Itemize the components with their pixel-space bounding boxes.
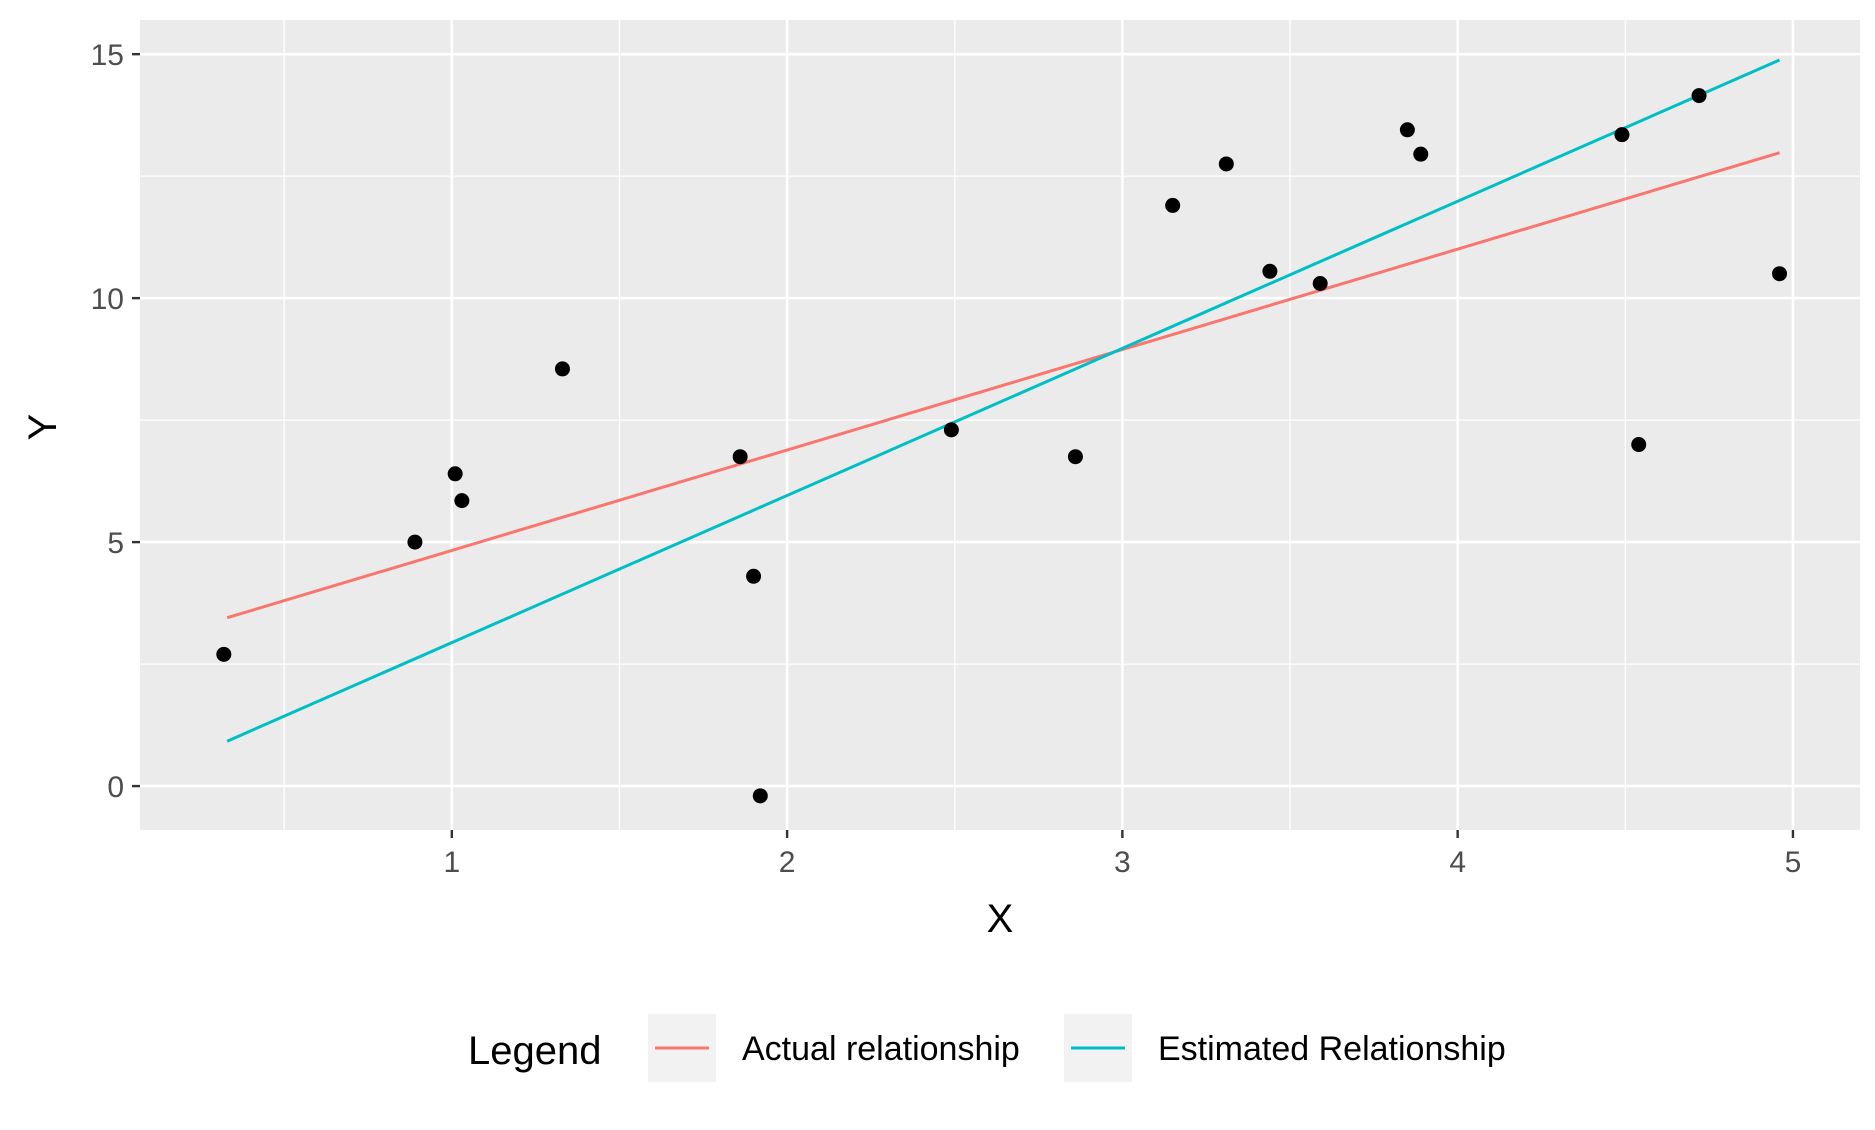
- y-tick-label: 15: [91, 39, 124, 72]
- series-line-actual: [226, 151, 1780, 620]
- data-point: [554, 361, 570, 377]
- y-tick-label: 0: [107, 771, 124, 804]
- data-point: [1067, 449, 1083, 465]
- legend-title: Legend: [468, 1029, 601, 1073]
- data-point: [1262, 263, 1278, 279]
- data-point: [447, 466, 463, 482]
- data-point: [1218, 156, 1234, 172]
- legend-label-actual: Actual relationship: [742, 1030, 1020, 1068]
- data-point: [407, 534, 423, 550]
- major-gridlines: [140, 20, 1860, 830]
- data-point: [1413, 146, 1429, 162]
- x-axis-ticks: 1 2 3 4 5: [443, 830, 1801, 879]
- x-tick-label: 3: [1114, 846, 1131, 879]
- x-axis-title: X: [987, 897, 1014, 941]
- data-point: [216, 646, 232, 662]
- legend: Legend Actual relationship Estimated Rel…: [468, 1014, 1506, 1082]
- data-point: [732, 449, 748, 465]
- plot-panel: [140, 20, 1860, 830]
- series-line-estimated: [226, 58, 1781, 743]
- data-point: [454, 493, 470, 509]
- data-point: [943, 422, 959, 438]
- x-tick-label: 5: [1785, 846, 1802, 879]
- data-points: [216, 88, 1788, 804]
- data-point: [746, 568, 762, 584]
- data-point: [1631, 437, 1647, 453]
- data-point: [1312, 275, 1328, 291]
- y-axis-ticks: 0 5 10 15: [91, 39, 140, 804]
- legend-label-estimated: Estimated Relationship: [1158, 1030, 1506, 1068]
- legend-item-estimated: Estimated Relationship: [1064, 1014, 1506, 1082]
- data-point: [1772, 266, 1788, 282]
- x-tick-label: 1: [443, 846, 460, 879]
- data-point: [1399, 122, 1415, 138]
- y-tick-label: 10: [91, 283, 124, 316]
- data-point: [752, 788, 768, 804]
- x-tick-label: 4: [1449, 846, 1466, 879]
- data-point: [1165, 197, 1181, 213]
- series-lines: [226, 58, 1781, 743]
- y-axis-title: Y: [21, 414, 65, 441]
- x-tick-label: 2: [779, 846, 796, 879]
- data-point: [1614, 127, 1630, 143]
- data-point: [1691, 88, 1707, 104]
- y-tick-label: 5: [107, 527, 124, 560]
- legend-item-actual: Actual relationship: [648, 1014, 1020, 1082]
